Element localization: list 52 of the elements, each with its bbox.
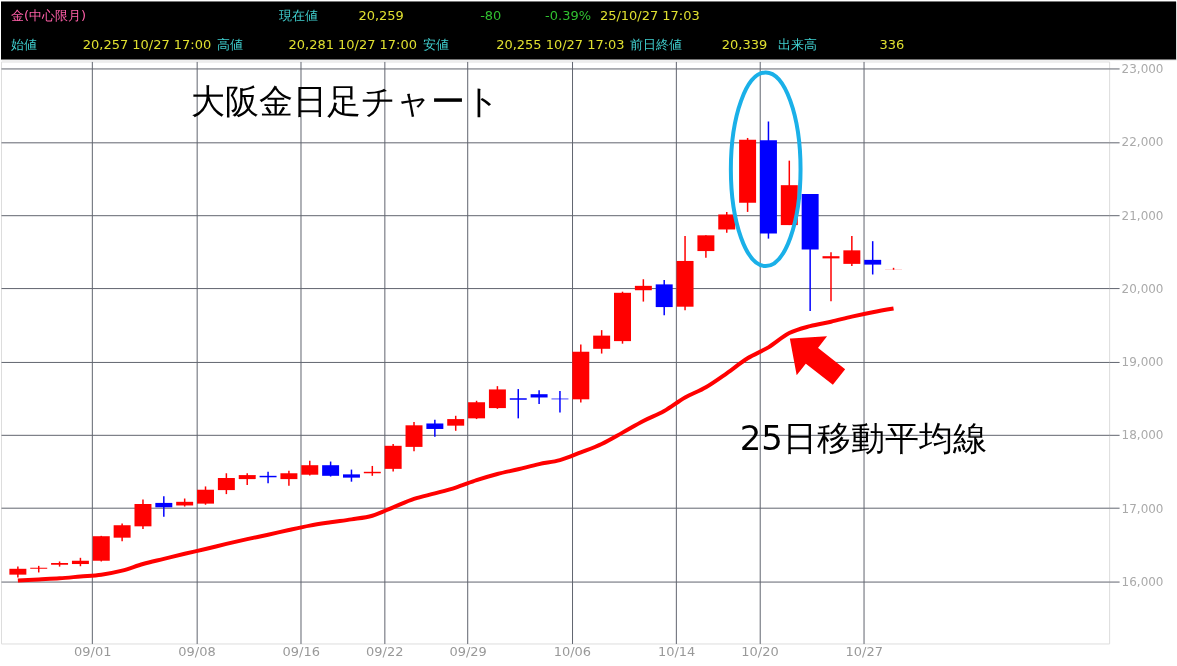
text: 金(中心限月) — [10, 7, 87, 23]
y-tick-label: 20,000 — [1121, 281, 1164, 296]
text: 20,339 — [721, 37, 768, 53]
text: 始値 — [10, 37, 37, 53]
text: 安値 — [423, 37, 450, 53]
text: 出来高 — [777, 37, 817, 53]
text: 20,255 10/27 17:03 — [496, 37, 625, 53]
candlestick — [488, 385, 506, 410]
legend-label: 25日移動平均線 — [739, 417, 987, 458]
x-tick-label: 09/29 — [449, 643, 487, 659]
y-tick-label: 19,000 — [1121, 355, 1164, 370]
text: -0.39% — [545, 7, 591, 23]
x-tick-label: 09/16 — [282, 643, 320, 659]
candlestick — [530, 389, 548, 405]
y-tick-label: 17,000 — [1121, 501, 1164, 516]
text: -80 — [480, 7, 502, 23]
x-tick-label: 10/14 — [657, 643, 696, 659]
text: 現在値 — [278, 7, 318, 23]
candlestick — [384, 443, 402, 473]
candlestick — [864, 240, 882, 276]
y-tick-label: 16,000 — [1121, 574, 1164, 589]
candlestick — [593, 329, 611, 355]
text: 大阪金日足チャート — [190, 81, 500, 122]
x-tick-label: 09/22 — [366, 643, 404, 659]
text: 前日終値 — [629, 37, 682, 53]
text: 25/10/27 17:03 — [599, 7, 700, 23]
candlestick — [468, 400, 486, 420]
text: 336 — [879, 37, 905, 53]
candlestick — [634, 278, 652, 303]
x-tick-label: 09/01 — [74, 643, 112, 659]
candlestick — [697, 234, 715, 259]
candlestick — [217, 472, 235, 495]
x-tick-label: 10/27 — [845, 643, 883, 659]
candlestick — [718, 211, 736, 234]
text: 20,257 10/27 17:00 — [82, 37, 212, 53]
candlestick — [655, 279, 673, 316]
candlestick — [405, 421, 423, 453]
candlestick — [155, 495, 173, 518]
candlestick — [197, 485, 214, 506]
x-tick-label: 10/06 — [553, 643, 592, 659]
x-tick-label: 10/20 — [741, 643, 779, 659]
candlestick — [843, 235, 861, 267]
text: 20,259 — [358, 7, 404, 23]
y-tick-label: 18,000 — [1121, 428, 1164, 443]
x-tick-label: 09/08 — [178, 643, 216, 659]
text: 高値 — [216, 37, 243, 53]
y-tick-label: 21,000 — [1121, 208, 1164, 223]
y-tick-label: 23,000 — [1121, 62, 1164, 77]
candlestick — [509, 388, 527, 420]
text: 20,281 10/27 17:00 — [288, 37, 417, 53]
candlestick — [134, 498, 152, 530]
y-tick-label: 22,000 — [1121, 135, 1164, 150]
